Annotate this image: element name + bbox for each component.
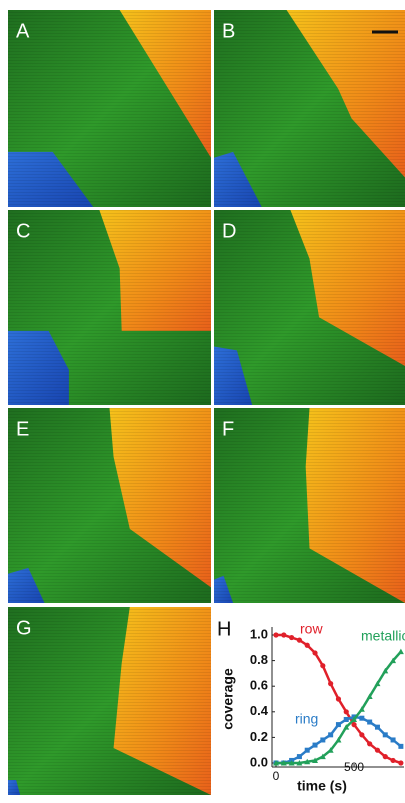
scan-lines xyxy=(214,210,405,405)
scan-lines xyxy=(214,408,405,603)
y-tick-label: 1.0 xyxy=(250,626,268,641)
point xyxy=(391,737,396,742)
series-label: ring xyxy=(295,711,318,727)
x-tick-label: 0 xyxy=(273,769,280,783)
point xyxy=(344,709,349,714)
point xyxy=(367,741,372,746)
scan-lines xyxy=(214,10,405,207)
point xyxy=(328,732,333,737)
point xyxy=(312,650,317,655)
point xyxy=(305,643,310,648)
panel-label: G xyxy=(16,617,32,639)
point xyxy=(359,716,364,721)
point xyxy=(367,720,372,725)
point xyxy=(390,758,395,763)
series-label: row xyxy=(300,621,323,637)
point xyxy=(398,744,403,749)
panel-label: B xyxy=(222,20,235,42)
panel-label: D xyxy=(222,220,236,242)
scan-lines xyxy=(8,408,211,603)
panel-label: F xyxy=(222,418,234,440)
point xyxy=(273,632,278,637)
panel-label: E xyxy=(16,418,29,440)
point xyxy=(328,681,333,686)
panel-label: C xyxy=(16,220,30,242)
y-axis-label: coverage xyxy=(220,668,236,730)
panel-label: H xyxy=(217,618,231,640)
y-tick-label: 0.8 xyxy=(250,652,268,667)
point xyxy=(320,663,325,668)
point xyxy=(398,760,403,765)
x-axis-label: time (s) xyxy=(297,778,347,794)
scan-lines xyxy=(8,607,211,795)
y-tick-label: 0.0 xyxy=(250,754,268,769)
panel-label: A xyxy=(16,20,30,42)
scan-lines xyxy=(8,210,211,405)
point xyxy=(383,754,388,759)
point xyxy=(336,696,341,701)
point xyxy=(383,732,388,737)
scan-lines xyxy=(8,10,211,207)
point xyxy=(359,732,364,737)
y-tick-label: 0.6 xyxy=(250,678,268,693)
figure: A B C D E F G H 0.0 0.2 0.4 0.6 0.8 1.0 0 500 coverage ti… xyxy=(0,0,405,803)
y-tick-label: 0.2 xyxy=(250,729,268,744)
x-tick-label: 500 xyxy=(344,760,364,774)
point xyxy=(336,722,341,727)
y-tick-label: 0.4 xyxy=(250,703,269,718)
point xyxy=(313,743,318,748)
point xyxy=(320,737,325,742)
point xyxy=(297,754,302,759)
point xyxy=(305,748,310,753)
point xyxy=(375,748,380,753)
point xyxy=(375,725,380,730)
point xyxy=(344,717,349,722)
point xyxy=(281,632,286,637)
point xyxy=(297,638,302,643)
point xyxy=(289,635,294,640)
series-label: metallic xyxy=(361,628,405,644)
